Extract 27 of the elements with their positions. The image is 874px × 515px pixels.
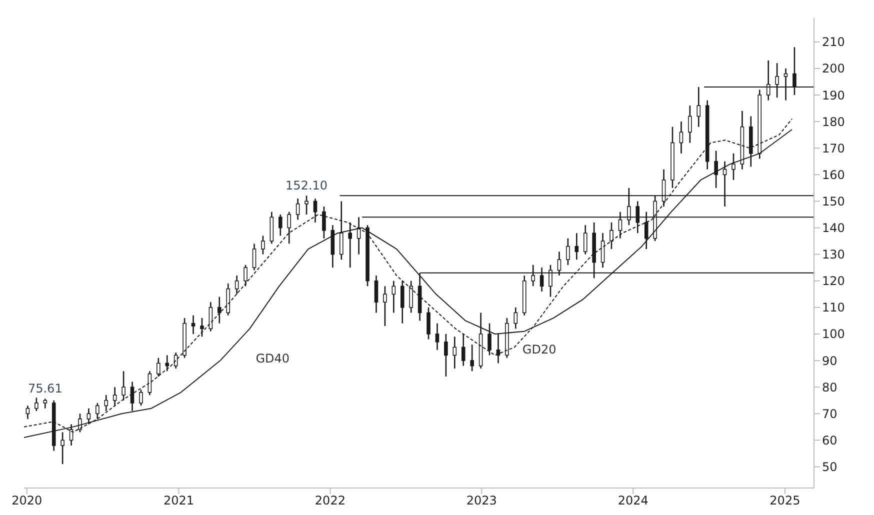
y-tick-label: 120 xyxy=(822,274,845,288)
y-tick-label: 70 xyxy=(822,406,838,421)
y-tick-label: 160 xyxy=(822,168,845,182)
y-tick-label: 130 xyxy=(822,248,845,262)
x-tick-label: 2024 xyxy=(618,494,648,508)
y-tick-label: 210 xyxy=(822,35,845,50)
y-tick-label: 80 xyxy=(822,380,838,394)
y-tick-label: 110 xyxy=(822,300,845,315)
y-tick-label: 150 xyxy=(822,194,845,208)
y-tick-label: 140 xyxy=(822,221,845,236)
y-tick-label: 100 xyxy=(822,327,845,342)
x-tick-label: 2022 xyxy=(314,494,346,508)
y-tick-label: 190 xyxy=(822,88,845,102)
y-tick-label: 180 xyxy=(822,114,845,129)
series-label: GD20 xyxy=(522,342,556,356)
y-tick-label: 50 xyxy=(822,460,838,474)
annotation: 152.10 xyxy=(286,178,328,193)
annotation: 75.61 xyxy=(28,382,62,396)
x-tick-label: 2020 xyxy=(12,494,42,508)
y-tick-label: 60 xyxy=(822,433,838,448)
y-tick-label: 200 xyxy=(822,62,845,76)
x-tick-label: 2023 xyxy=(466,494,497,508)
y-tick-label: 90 xyxy=(822,354,838,368)
x-tick-label: 2025 xyxy=(770,494,800,508)
series-label: GD40 xyxy=(256,352,290,366)
y-tick-label: 170 xyxy=(822,141,845,156)
x-tick-label: 2021 xyxy=(163,494,194,508)
